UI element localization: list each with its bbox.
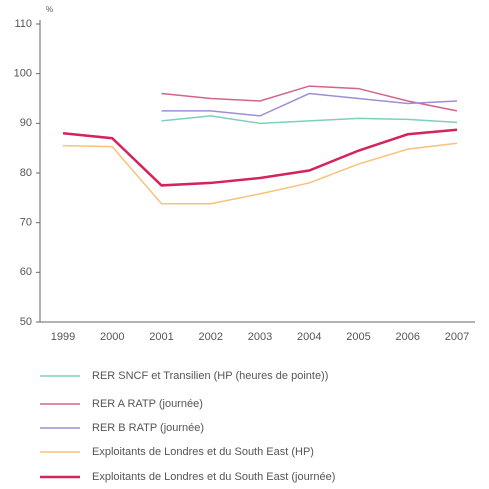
series-line — [62, 142, 458, 205]
legend-label: RER B RATP (journée) — [92, 422, 204, 434]
y-tick-label: 50 — [20, 316, 32, 328]
legend-label: RER SNCF et Transilien (HP (heures de po… — [92, 370, 328, 382]
series-line — [62, 128, 458, 187]
y-tick-label: 80 — [20, 167, 32, 179]
series-line — [161, 92, 458, 117]
x-tick-label: 2002 — [199, 331, 223, 343]
y-tick-label: 70 — [20, 217, 32, 229]
x-tick-label: 2007 — [445, 331, 469, 343]
legend-label: Exploitants de Londres et du South East … — [92, 471, 335, 483]
x-tick-label: 2000 — [100, 331, 124, 343]
x-tick-label: 1999 — [51, 331, 75, 343]
series-line — [161, 115, 458, 125]
y-axis-label: % — [46, 5, 53, 14]
legend-label: RER A RATP (journée) — [92, 398, 203, 410]
x-tick-label: 2001 — [149, 331, 173, 343]
x-tick-label: 2005 — [346, 331, 370, 343]
x-tick-label: 2006 — [396, 331, 420, 343]
legend-label: Exploitants de Londres et du South East … — [92, 446, 314, 458]
x-tick-label: 2004 — [297, 331, 321, 343]
y-tick-label: 110 — [14, 18, 32, 30]
y-tick-label: 60 — [20, 266, 32, 278]
y-tick-label: 90 — [20, 117, 32, 129]
y-tick-label: 100 — [14, 68, 32, 80]
series-line — [161, 85, 458, 112]
x-tick-label: 2003 — [248, 331, 272, 343]
